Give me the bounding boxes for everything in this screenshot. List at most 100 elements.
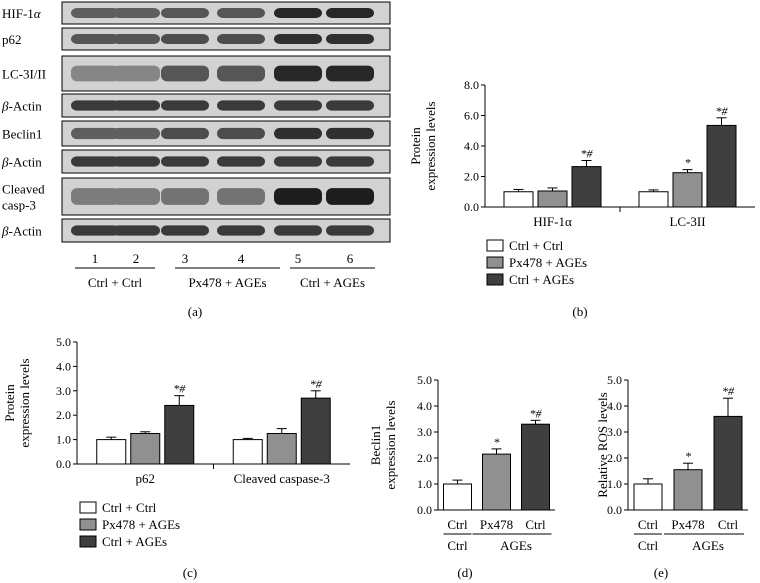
beta-symbol: β [1, 224, 9, 239]
blot-band [326, 34, 374, 44]
blot-band [161, 127, 209, 140]
bar [96, 439, 127, 465]
legend-label: Ctrl + AGEs [509, 272, 574, 287]
significance-label: *# [310, 377, 323, 391]
x-tick-label: Px478 [480, 517, 513, 532]
lane-number: 1 [92, 251, 99, 266]
lane-number: 4 [238, 251, 245, 266]
blot-band [71, 8, 119, 18]
x-tick-label: Ctrl [718, 517, 739, 532]
y-tick-label: 3.0 [607, 425, 622, 439]
x-sub-label: AGEs [500, 538, 532, 553]
x-sub-label: Ctrl [447, 538, 468, 553]
y-tick-label: 3.0 [417, 425, 432, 439]
chart-panel-d: 0.0 1.0 2.0 3.0 4.0 5.0 Beclin1expression leve… [368, 373, 555, 553]
significance-label: *# [581, 146, 594, 160]
blot-band [112, 100, 160, 111]
blot-band [217, 34, 265, 44]
significance-label: *# [716, 104, 729, 118]
group-label: Ctrl + Ctrl [88, 275, 143, 290]
legend-swatch [79, 535, 97, 548]
panel-label-c: (c) [183, 565, 197, 580]
lane-number: 2 [133, 251, 140, 266]
y-tick-label: 5.0 [417, 373, 432, 387]
blot-row-label-text: -Actin [8, 99, 42, 114]
blot-band [326, 127, 374, 140]
y-axis-label: Proteinexpression levels [408, 101, 438, 190]
bar [706, 124, 737, 208]
x-tick-label: Px478 [671, 517, 704, 532]
y-tick-label: 4.0 [56, 359, 71, 373]
y-axis-label: Relative ROS levels [595, 392, 610, 497]
blot-band [161, 34, 209, 44]
blot-band [217, 8, 265, 18]
blot-band [71, 34, 119, 44]
blot-band [71, 65, 119, 82]
panel-label-a: (a) [188, 304, 202, 319]
legend-swatch [486, 239, 504, 252]
group-label: Px478 + AGEs [188, 275, 266, 290]
x-tick-label: p62 [136, 471, 156, 486]
bar [266, 433, 297, 465]
blot-row-label-text: -Actin [8, 155, 42, 170]
western-blot-panel: HIF-1αp62LC-3I/IIβ-ActinBeclin1β-ActinCl… [1, 1, 391, 290]
blot-band [71, 225, 119, 236]
blot-band [326, 225, 374, 236]
blot-band [217, 127, 265, 140]
blot-band [161, 65, 209, 82]
y-axis-label-line: Protein [408, 127, 423, 165]
significance-label: * [685, 156, 691, 170]
y-axis-label-line: Protein [2, 384, 17, 422]
blot-band [274, 127, 322, 140]
significance-label: *# [722, 384, 735, 398]
blot-band [161, 100, 209, 111]
blot-row-label-text: -Actin [8, 224, 42, 239]
y-axis-label-line: Beclin1 [368, 425, 383, 465]
blot-row-label: LC-3I/II [2, 67, 46, 82]
blot-band [71, 127, 119, 140]
x-tick-label: HIF-1α [533, 214, 572, 229]
x-sub-label: AGEs [692, 538, 724, 553]
blot-band [217, 188, 265, 205]
blot-band [112, 8, 160, 18]
bar [482, 453, 511, 511]
legend-label: Ctrl + Ctrl [509, 238, 564, 253]
bar [571, 166, 602, 208]
legend-label: Ctrl + AGEs [102, 534, 167, 549]
y-tick-label: 5.0 [56, 335, 71, 349]
blot-band [161, 225, 209, 236]
x-tick-label: Ctrl [447, 517, 468, 532]
blot-row-label: HIF-1α [2, 6, 42, 21]
blot-row-label: β-Actin [1, 224, 42, 239]
y-tick-label: 0.0 [607, 503, 622, 517]
y-tick-label: 1.0 [56, 433, 71, 447]
bar [503, 191, 534, 208]
bar [130, 433, 161, 465]
y-tick-label: 4.0 [607, 399, 622, 413]
legend-label: Px478 + AGEs [509, 255, 587, 270]
blot-band [217, 100, 265, 111]
legend-swatch [486, 273, 504, 286]
blot-row-label: Cleaved [2, 182, 45, 197]
legend-swatch [79, 501, 97, 514]
chart-panel-e: 0.0 1.0 2.0 3.0 4.0 5.0 Relative ROS levels Ctr… [595, 373, 748, 553]
blot-band [112, 127, 160, 140]
y-tick-label: 5.0 [607, 373, 622, 387]
y-axis-label-line: expression levels [17, 358, 32, 447]
bar [300, 397, 331, 465]
panel-label-e: (e) [654, 565, 668, 580]
bar [672, 172, 703, 208]
blot-band [326, 100, 374, 111]
y-tick-label: 2.0 [607, 451, 622, 465]
lane-number: 6 [347, 251, 354, 266]
y-tick-label: 2.0 [417, 451, 432, 465]
blot-band [112, 188, 160, 205]
blot-band [161, 156, 209, 167]
x-tick-label: Ctrl [525, 517, 546, 532]
blot-band [161, 188, 209, 205]
panel-label-b: (b) [572, 304, 587, 319]
blot-row-label: casp-3 [2, 198, 36, 213]
blot-band [71, 156, 119, 167]
blot-band [217, 156, 265, 167]
